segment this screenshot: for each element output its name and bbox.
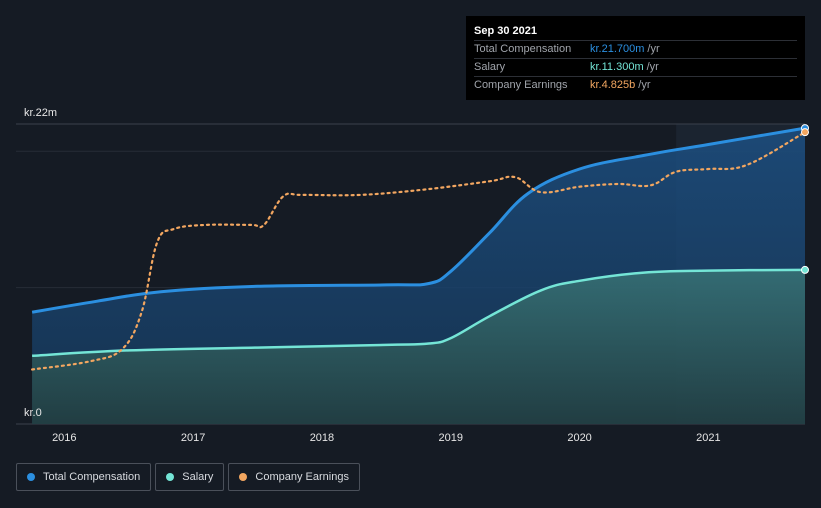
total-compensation-line bbox=[31, 126, 806, 314]
legend-dot-icon bbox=[27, 473, 35, 481]
salary-line bbox=[32, 268, 806, 358]
tooltip-value: kr.4.825b bbox=[590, 79, 636, 91]
company-earnings-end-point bbox=[801, 128, 809, 137]
y-axis-bottom-label: kr.0 bbox=[24, 407, 42, 419]
x-axis-tick-label: 2016 bbox=[52, 432, 76, 444]
tooltip-label: Company Earnings bbox=[474, 79, 568, 91]
tooltip-unit: /yr bbox=[647, 43, 660, 55]
tooltip-unit: /yr bbox=[646, 61, 659, 73]
x-axis-tick-label: 2017 bbox=[181, 432, 205, 444]
tooltip-label: Total Compensation bbox=[474, 43, 572, 55]
company-earnings-line bbox=[31, 131, 807, 371]
x-axis-tick-label: 2018 bbox=[310, 432, 334, 444]
salary-end-point bbox=[801, 265, 809, 274]
y-axis-top-label: kr.22m bbox=[24, 107, 57, 119]
legend-item-salary[interactable]: Salary bbox=[155, 463, 225, 491]
tooltip-label: Salary bbox=[474, 61, 506, 73]
compensation-chart: kr.22m kr.0 2016 2017 2018 2019 2020 2021 bbox=[16, 107, 809, 444]
legend-label: Company Earnings bbox=[255, 471, 349, 483]
legend-item-company-earnings[interactable]: Company Earnings bbox=[228, 463, 360, 491]
tooltip-row-total: Total Compensation kr.21.700m /yr bbox=[474, 40, 797, 58]
x-axis-tick-label: 2021 bbox=[696, 432, 720, 444]
legend-dot-icon bbox=[239, 473, 248, 481]
legend-label: Total Compensation bbox=[43, 471, 141, 483]
salary-area bbox=[32, 269, 806, 424]
legend-label: Salary bbox=[182, 471, 214, 483]
legend-dot-icon bbox=[166, 473, 175, 481]
tooltip-value: kr.21.700m bbox=[590, 43, 645, 55]
tooltip-date: Sep 30 2021 bbox=[474, 25, 537, 37]
tooltip-unit: /yr bbox=[638, 79, 651, 91]
tooltip-row-salary: Salary kr.11.300m /yr bbox=[474, 58, 797, 76]
tooltip-value: kr.11.300m bbox=[590, 61, 644, 73]
tooltip-row-earnings: Company Earnings kr.4.825b /yr bbox=[474, 76, 797, 94]
x-axis-tick-label: 2020 bbox=[567, 432, 591, 444]
tooltip: Sep 30 2021 Total Compensation kr.21.700… bbox=[466, 16, 805, 100]
legend-item-total-compensation[interactable]: Total Compensation bbox=[16, 463, 152, 491]
x-axis-tick-label: 2019 bbox=[439, 432, 463, 444]
legend: Total Compensation Salary Company Earnin… bbox=[16, 463, 360, 491]
